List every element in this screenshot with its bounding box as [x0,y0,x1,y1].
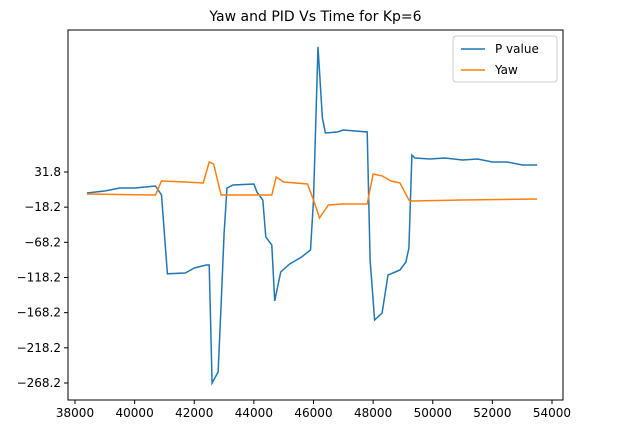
legend-label: Yaw [494,63,518,77]
x-tick-label: 48000 [354,406,392,420]
x-tick-label: 38000 [56,406,94,420]
line-series [86,160,538,220]
plot-frame [67,29,564,401]
x-tick-label: 46000 [294,406,332,420]
y-tick-label: −118.2 [17,270,61,284]
x-tick-label: 54000 [533,406,571,420]
x-tick-label: 44000 [235,406,273,420]
y-tick-label: −168.2 [17,306,61,320]
x-tick-label: 50000 [414,406,452,420]
line-series [86,46,538,386]
x-tick-label: 52000 [473,406,511,420]
y-tick-label: −218.2 [17,341,61,355]
x-tick-label: 42000 [175,406,213,420]
y-tick-label: −18.2 [24,200,61,214]
x-tick-label: 40000 [116,406,154,420]
y-tick-label: −268.2 [17,376,61,390]
y-tick-label: 31.8 [34,165,61,179]
chart-title: Yaw and PID Vs Time for Kp=6 [208,9,421,25]
y-tick-label: −68.2 [24,235,61,249]
legend-label: P value [495,42,539,56]
